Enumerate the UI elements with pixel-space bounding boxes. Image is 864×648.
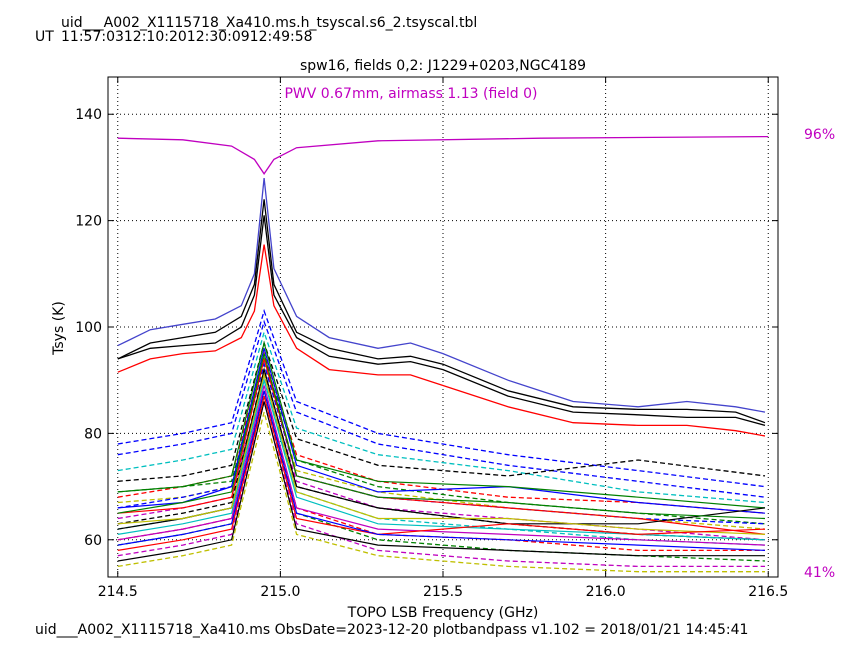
atmospheric-transmission-line	[117, 135, 769, 175]
axis-ticks: 214.5 215.0 215.5 216.0 216.5 60 80 100 120 140	[75, 77, 788, 600]
series-line-dashed	[117, 340, 766, 482]
ut-times: 11:57:0312:10:2012:30:0912:49:58	[61, 29, 313, 45]
ut-time: 12:49:58	[249, 29, 313, 45]
series-line-dashed	[117, 411, 765, 573]
x-tick-label: 215.0	[260, 584, 300, 600]
series-line	[117, 401, 765, 562]
transmission-bottom-label: 41%	[804, 565, 835, 581]
ut-time: 12:30:09	[186, 29, 250, 45]
ut-label: UT	[35, 29, 54, 45]
series-line	[117, 215, 766, 427]
series-line	[117, 385, 766, 546]
series-line	[117, 390, 766, 551]
y-axis-label: Tsys (K)	[51, 301, 67, 356]
series-line	[117, 377, 766, 541]
y-tick-label: 60	[84, 533, 102, 549]
series-line	[117, 348, 766, 514]
series-line	[117, 340, 766, 509]
grid-lines	[108, 77, 778, 577]
y-tick-label: 140	[75, 107, 102, 123]
series-line-dashed	[117, 308, 766, 488]
series-line-dashed	[117, 319, 766, 498]
series-line-dashed	[117, 401, 765, 568]
table-title: uid___A002_X1115718_Xa410.ms.h_tsyscal.s…	[61, 15, 478, 31]
pwv-annotation: PWV 0.67mm, airmass 1.13 (field 0)	[284, 86, 537, 102]
series-line	[117, 178, 766, 413]
series-line	[117, 244, 766, 437]
transmission-top-label: 96%	[804, 127, 835, 143]
y-tick-label: 80	[84, 426, 102, 442]
chart-title: spw16, fields 0,2: J1229+0203,NGC4189	[300, 58, 586, 74]
ut-time: 11:57:03	[61, 29, 124, 45]
series-line-dashed	[117, 361, 766, 530]
y-tick-label: 120	[75, 214, 102, 230]
x-tick-label: 216.5	[748, 584, 788, 600]
y-tick-label: 100	[75, 320, 102, 336]
x-tick-label: 214.5	[98, 584, 138, 600]
series-line	[117, 395, 766, 551]
series-line	[117, 372, 766, 535]
footer-info: uid___A002_X1115718_Xa410.ms ObsDate=202…	[35, 622, 749, 638]
series-line-dashed	[117, 330, 766, 504]
plot-area	[117, 135, 769, 573]
x-tick-label: 216.0	[586, 584, 626, 600]
series-line	[117, 199, 766, 424]
ut-time: 12:10:20	[123, 29, 187, 45]
series-line	[117, 353, 766, 520]
x-tick-label: 215.5	[423, 584, 463, 600]
x-axis-label: TOPO LSB Frequency (GHz)	[347, 605, 539, 621]
